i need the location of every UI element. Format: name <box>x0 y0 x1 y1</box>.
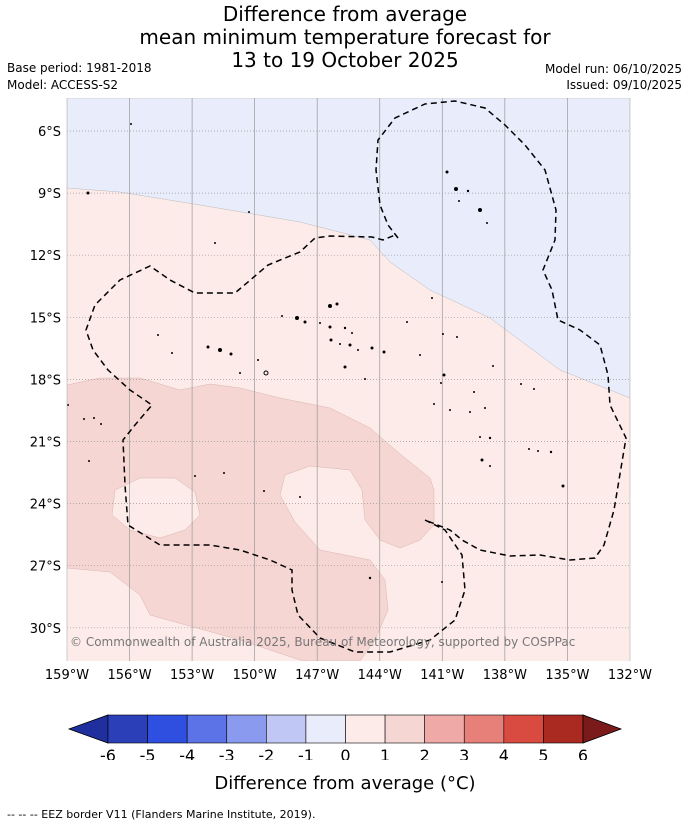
colorbar-tick-label: 4 <box>499 746 509 760</box>
lon-label: 138°W <box>483 668 527 683</box>
colorbar-tick-label: 2 <box>420 746 430 760</box>
lon-label: 150°W <box>233 668 277 683</box>
colorbar-tick-label: 6 <box>578 746 588 760</box>
colorbar-segment <box>107 714 148 744</box>
colorbar-tick-label: 0 <box>340 746 350 760</box>
colorbar-segment <box>345 714 386 744</box>
map-title-line2: mean minimum temperature forecast for <box>139 25 551 49</box>
lon-label: 141°W <box>420 668 464 683</box>
colorbar-extend-high <box>582 714 623 744</box>
colorbar-segment <box>384 714 425 744</box>
lat-label: 9°S <box>38 187 61 202</box>
colorbar-segment <box>186 714 228 744</box>
longitude-labels: 159°W 156°W 153°W 150°W 147°W 144°W 141°W 138°W… <box>45 668 652 683</box>
colorbar-segment <box>226 714 267 744</box>
colorbar-tick-label: -4 <box>179 746 195 760</box>
lat-label: 18°S <box>30 373 61 388</box>
map-gridlines <box>67 98 630 661</box>
lat-label: 24°S <box>30 498 61 513</box>
colorbar-segment <box>463 714 505 744</box>
islands <box>67 123 565 583</box>
lon-label: 159°W <box>45 668 89 683</box>
colorbar-tick-label: -5 <box>140 746 156 760</box>
anomaly-pocket-left <box>111 477 201 539</box>
lat-label: 12°S <box>30 249 61 264</box>
eez-footnote: -- -- -- EEZ border V11 (Flanders Marine… <box>7 808 316 821</box>
colorbar-tick-label: -6 <box>100 746 116 760</box>
map-title-line3: 13 to 19 October 2025 <box>231 48 459 72</box>
anomaly-minus1-to-0-region <box>67 98 630 399</box>
colorbar-segment <box>147 714 188 744</box>
colorbar: -6 -5 -4 -3 -2 -1 0 1 2 3 4 5 6 <box>67 714 623 760</box>
lat-label: 27°S <box>30 560 61 575</box>
colorbar-tick-label: 5 <box>538 746 548 760</box>
map-title-line1: Difference from average <box>222 2 468 26</box>
lon-label: 144°W <box>358 668 402 683</box>
model-name: Model: ACCESS-S2 <box>7 78 119 92</box>
lon-label: 132°W <box>608 668 652 683</box>
colorbar-segment <box>503 714 544 744</box>
issued-date: Issued: 09/10/2025 <box>566 78 682 92</box>
colorbar-segment <box>266 714 307 744</box>
forecast-map: © Commonwealth of Australia 2025, Bureau… <box>30 98 652 760</box>
lat-label: 21°S <box>30 436 61 451</box>
base-period: Base period: 1981-2018 <box>7 61 152 75</box>
copyright-text: © Commonwealth of Australia 2025, Bureau… <box>70 635 575 649</box>
lat-label: 6°S <box>38 125 61 140</box>
colorbar-tick-label: -2 <box>258 746 274 760</box>
colorbar-tick-label: -1 <box>298 746 314 760</box>
lon-label: 135°W <box>545 668 589 683</box>
colorbar-segment <box>424 714 465 744</box>
lat-label: 30°S <box>30 622 61 637</box>
model-run-date: Model run: 06/10/2025 <box>544 62 682 76</box>
colorbar-segment <box>543 714 584 744</box>
eez-borders <box>85 100 627 653</box>
colorbar-title: Difference from average (°C) <box>214 773 476 794</box>
colorbar-tick-label: 1 <box>380 746 390 760</box>
lon-label: 153°W <box>170 668 214 683</box>
anomaly-1-to-2-region <box>67 377 435 661</box>
latitude-labels: 6°S 9°S 12°S 15°S 18°S 21°S 24°S 27°S 30°S <box>30 125 61 637</box>
colorbar-tick-label: -3 <box>219 746 235 760</box>
lon-label: 147°W <box>295 668 339 683</box>
colorbar-segment <box>305 714 346 744</box>
colorbar-tick-label: 3 <box>459 746 469 760</box>
eez-border-north <box>375 100 627 561</box>
eez-border-south <box>85 234 466 653</box>
colorbar-extend-low <box>67 714 109 744</box>
lon-label: 156°W <box>107 668 151 683</box>
lat-label: 15°S <box>30 311 61 326</box>
